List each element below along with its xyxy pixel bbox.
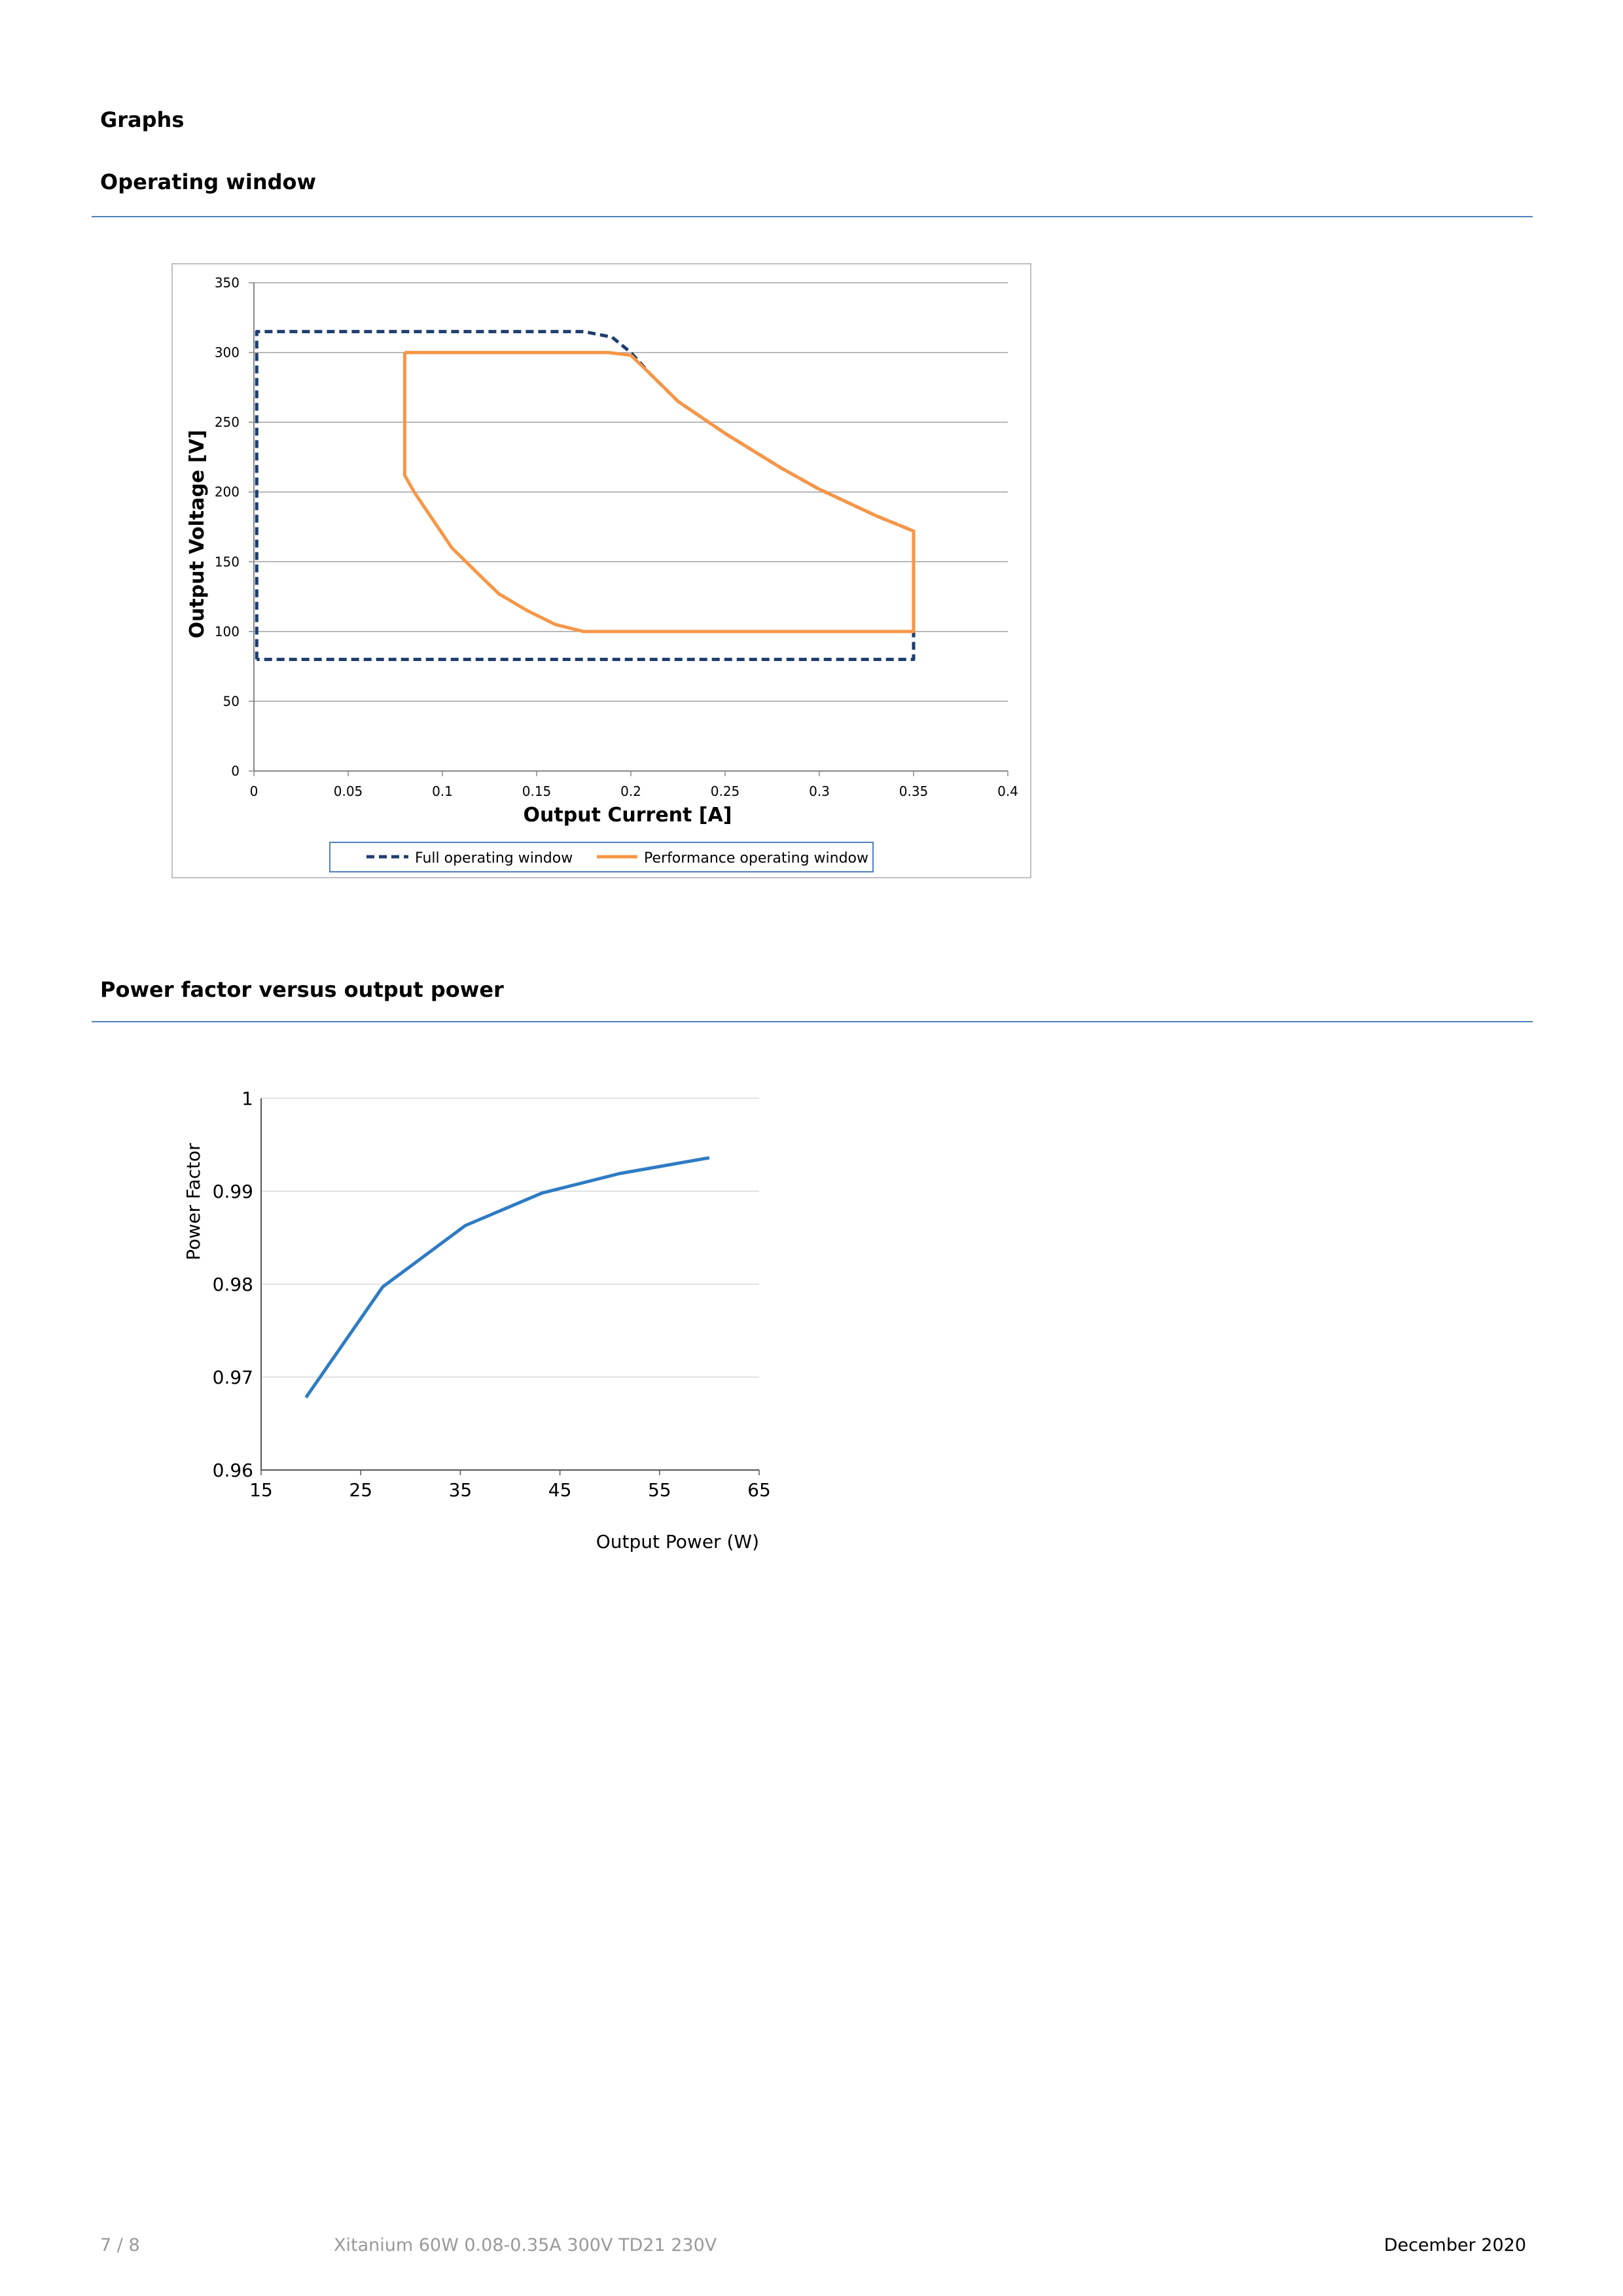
operating-window-chart-frame: 0 0.05 0.1 0.15 0.2 0.25 0.3 0.35 0.4 0 50 100 150 2… <box>171 263 1031 878</box>
legend-label-performance: Performance operating window <box>644 850 868 867</box>
x-tick-label: 25 <box>349 1479 372 1501</box>
y-tick-label: 250 <box>215 414 240 430</box>
x-axis-label: Output Current [A] <box>524 804 732 827</box>
x-tick-label: 0.4 <box>997 783 1018 799</box>
x-tick-label: 0 <box>250 783 259 799</box>
y-tick-label: 50 <box>223 693 240 709</box>
x-tick-label: 0.15 <box>522 783 552 799</box>
legend-label-full: Full operating window <box>415 850 573 867</box>
heading-rule <box>92 1021 1533 1022</box>
y-tick-label: 0.99 <box>213 1181 253 1202</box>
operating-window-chart: 0 0.05 0.1 0.15 0.2 0.25 0.3 0.35 0.4 0 50 100 150 2… <box>186 275 1018 872</box>
y-tick-label: 100 <box>215 624 240 639</box>
y-tick-label: 350 <box>215 275 240 291</box>
y-tick-label: 0.96 <box>213 1460 253 1481</box>
heading-rule <box>92 216 1533 217</box>
y-tick-label: 150 <box>215 554 240 569</box>
y-tick-label: 1 <box>241 1088 253 1109</box>
x-tick-label: 0.1 <box>432 783 453 799</box>
x-tick-label: 35 <box>449 1479 473 1501</box>
x-tick-label: 0.05 <box>334 783 363 799</box>
y-tick-label: 0.97 <box>213 1367 253 1388</box>
y-axis-label: Power Factor <box>183 1143 204 1261</box>
x-tick-label: 65 <box>747 1479 771 1501</box>
y-axis-label: Output Voltage [V] <box>186 430 209 639</box>
performance-operating-window-line <box>402 351 916 634</box>
product-name: Xitanium 60W 0.08-0.35A 300V TD21 230V <box>334 2235 717 2255</box>
chart-legend: Full operating window Performance operat… <box>329 842 874 872</box>
x-axis-label: Output Power (W) <box>596 1531 759 1552</box>
y-tick-label: 0.98 <box>213 1274 253 1295</box>
power-factor-line <box>304 1156 710 1399</box>
x-tick-label: 45 <box>548 1479 572 1501</box>
section-title: Graphs <box>100 107 185 132</box>
y-tick-label: 200 <box>215 484 240 500</box>
x-tick-label: 0.2 <box>620 783 641 799</box>
y-tick-label: 300 <box>215 345 240 361</box>
full-operating-window-line <box>255 330 916 661</box>
x-tick-label: 15 <box>249 1479 273 1501</box>
x-tick-label: 0.3 <box>809 783 830 799</box>
x-tick-label: 0.25 <box>711 783 740 799</box>
x-tick-label: 0.35 <box>899 783 929 799</box>
x-tick-label: 55 <box>648 1479 671 1501</box>
power-factor-chart: 15 25 35 45 55 65 0.96 0.97 0.98 0.99 1 Output Po… <box>183 1088 771 1552</box>
power-factor-heading: Power factor versus output power <box>100 977 504 1002</box>
operating-window-heading: Operating window <box>100 170 317 194</box>
page-number: 7 / 8 <box>100 2235 140 2255</box>
y-tick-label: 0 <box>231 763 240 779</box>
document-date: December 2020 <box>1383 2235 1526 2255</box>
